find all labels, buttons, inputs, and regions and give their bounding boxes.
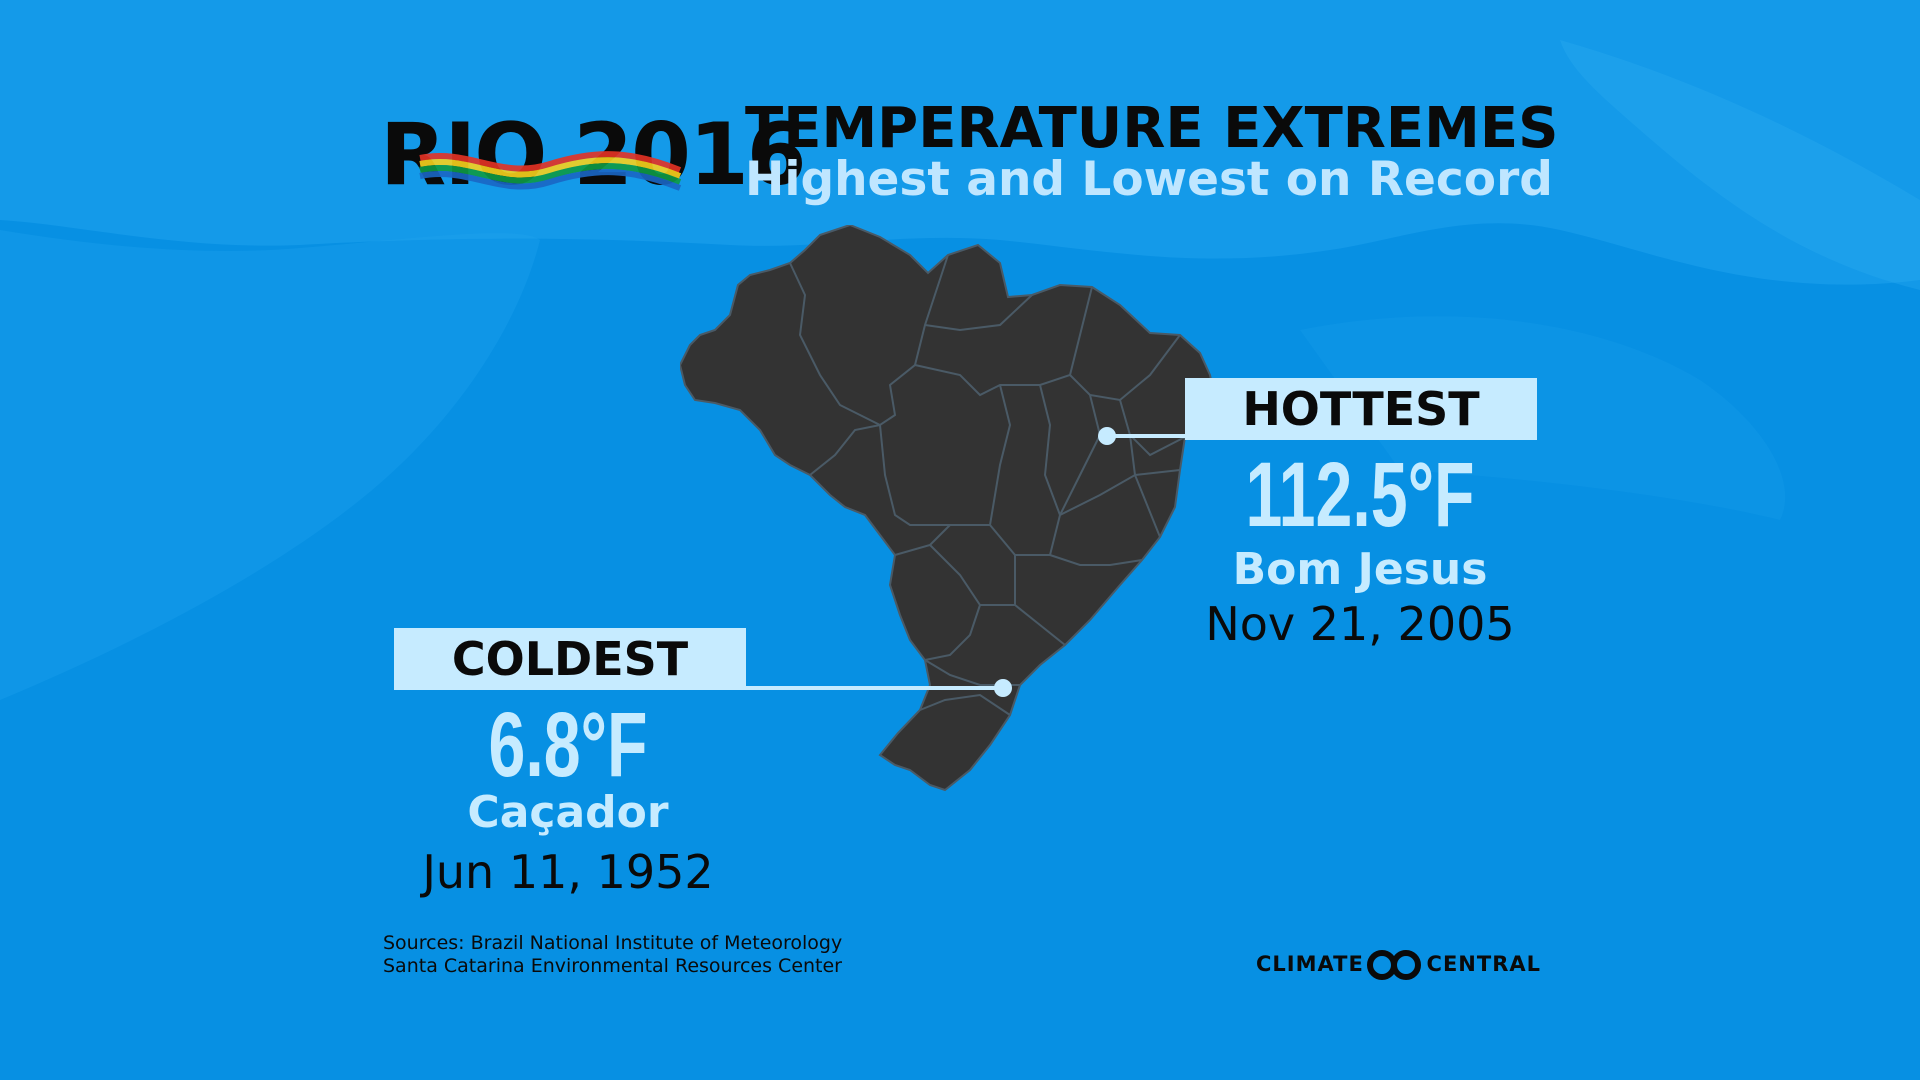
climate-central-logo: CLIMATE CENTRAL xyxy=(1256,948,1541,982)
sources-line-1: Sources: Brazil National Institute of Me… xyxy=(383,932,843,954)
hottest-label: HOTTEST xyxy=(1185,378,1537,440)
brazil-map xyxy=(680,225,1217,792)
sources-note: Sources: Brazil National Institute of Me… xyxy=(383,932,842,978)
brand-word-left: CLIMATE xyxy=(1256,952,1364,976)
page-title: TEMPERATURE EXTREMES xyxy=(745,96,1559,161)
sources-line-2: Santa Catarina Environmental Resources C… xyxy=(383,955,842,977)
coldest-label: COLDEST xyxy=(394,628,746,690)
climate-central-mark-icon xyxy=(1367,950,1421,980)
hottest-location-marker xyxy=(1098,427,1116,445)
brazil-outline xyxy=(680,225,1217,792)
page-subtitle: Highest and Lowest on Record xyxy=(745,152,1553,207)
olympic-ribbon-icon xyxy=(419,151,682,191)
coldest-location-marker xyxy=(994,679,1012,697)
coldest-temperature: 6.8°F xyxy=(488,694,648,796)
hottest-place: Bom Jesus xyxy=(1232,544,1488,595)
hottest-date: Nov 21, 2005 xyxy=(1205,597,1515,651)
state-borders xyxy=(789,254,1186,716)
brand-word-right: CENTRAL xyxy=(1426,952,1541,976)
hottest-temperature: 112.5°F xyxy=(1245,444,1475,546)
coldest-place: Caçador xyxy=(467,787,669,838)
coldest-date: Jun 11, 1952 xyxy=(422,845,714,899)
